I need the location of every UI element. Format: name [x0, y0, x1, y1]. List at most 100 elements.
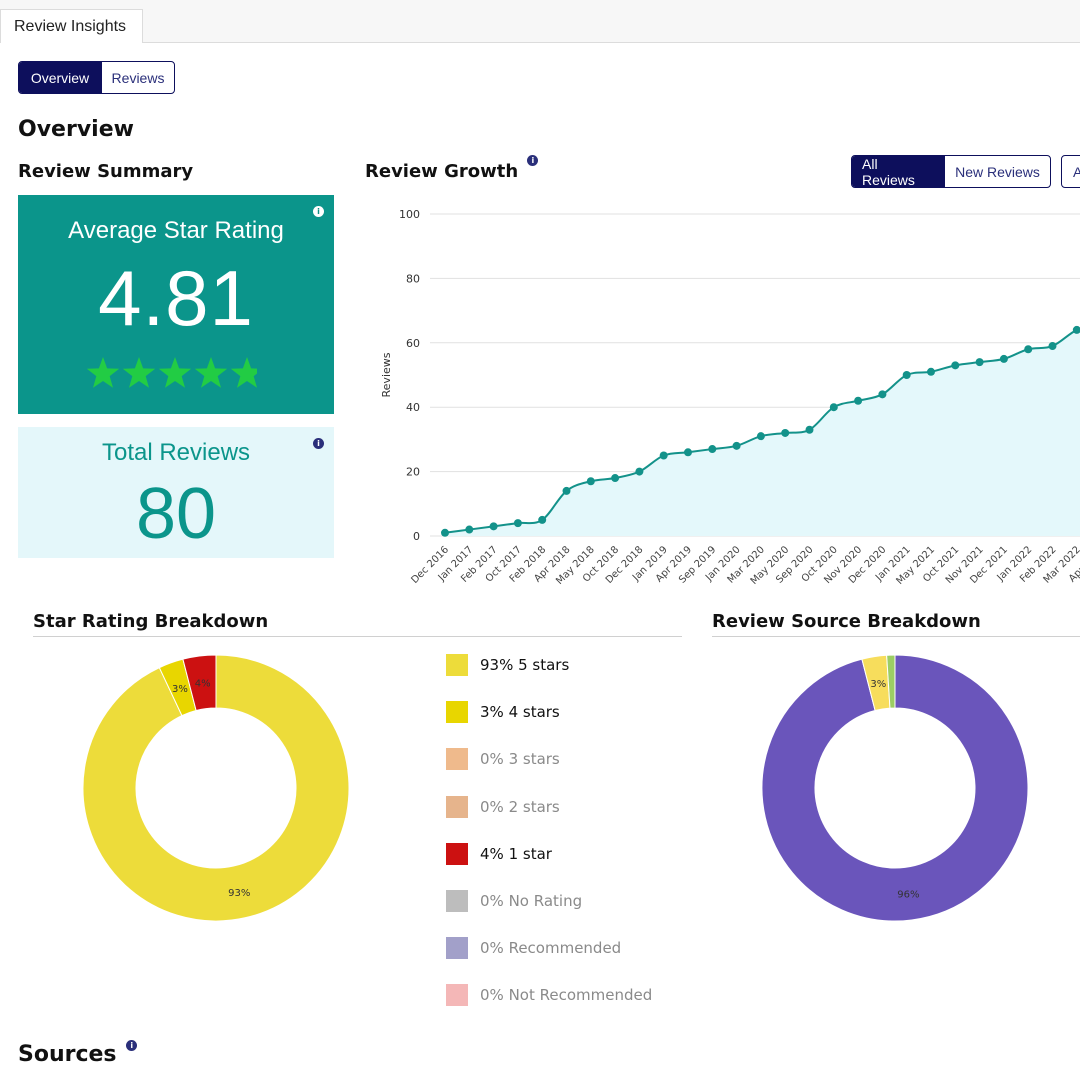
star-breakdown-title: Star Rating Breakdown — [33, 611, 269, 632]
star-icon — [122, 357, 156, 388]
y-tick-label: 40 — [406, 401, 420, 414]
data-point[interactable] — [441, 528, 449, 537]
star-rating-slice-label: 3% — [172, 684, 188, 695]
data-point[interactable] — [586, 477, 595, 486]
legend-item[interactable]: 0% 2 stars — [446, 795, 560, 818]
legend-item[interactable]: 93% 5 stars — [446, 654, 569, 676]
average-rating-label: Average Star Rating — [68, 217, 284, 244]
data-point[interactable] — [659, 451, 668, 460]
legend-item[interactable]: 0% Not Recommended — [446, 984, 653, 1007]
data-point[interactable] — [951, 361, 960, 370]
area-fill — [445, 328, 1080, 536]
legend-label: 0% 3 stars — [480, 750, 560, 769]
data-point[interactable] — [902, 371, 911, 379]
review-source-slice[interactable] — [761, 654, 1029, 922]
legend-swatch — [446, 748, 468, 771]
total-reviews-value: 80 — [135, 474, 217, 554]
legend-swatch — [446, 890, 468, 912]
review-growth-title-text: Review Growth — [365, 161, 519, 182]
data-point[interactable] — [1072, 325, 1080, 334]
sources-title-text: Sources — [18, 1042, 117, 1067]
star-rating-slice-label: 93% — [228, 888, 250, 899]
legend-swatch — [446, 842, 468, 865]
tab-strip: Review Insights — [0, 0, 1080, 43]
view-toggle: Overview Reviews — [18, 61, 175, 94]
star-rating-slice-label: 4% — [195, 678, 211, 689]
reviews-toggle-button[interactable]: Reviews — [101, 62, 174, 93]
sources-info-icon[interactable]: i — [126, 1040, 138, 1051]
star-icon — [230, 357, 262, 388]
third-toggle-button[interactable]: A — [1062, 156, 1080, 187]
tab-review-insights[interactable]: Review Insights — [0, 9, 143, 43]
data-point[interactable] — [465, 525, 474, 534]
data-point[interactable] — [1024, 345, 1033, 354]
y-tick-label: 80 — [406, 272, 420, 285]
total-reviews-card: i Total Reviews 80 — [18, 427, 334, 558]
review-source-slice-label: 96% — [897, 890, 919, 901]
star-breakdown-divider — [33, 636, 682, 637]
star-icon — [86, 357, 120, 388]
legend-item[interactable]: 0% No Rating — [446, 890, 582, 912]
average-rating-info-icon[interactable]: i — [313, 206, 324, 217]
review-growth-info-icon[interactable]: i — [527, 155, 539, 166]
legend-item[interactable]: 4% 1 star — [446, 842, 552, 865]
data-point[interactable] — [635, 467, 644, 476]
star-rating-donut: 93% 3% 4% — [82, 654, 350, 922]
y-tick-label: 60 — [406, 337, 420, 350]
legend-swatch — [446, 795, 468, 818]
review-summary-title: Review Summary — [18, 161, 194, 182]
legend-label: 0% No Rating — [480, 892, 583, 910]
total-reviews-info-icon[interactable]: i — [313, 438, 324, 449]
data-point[interactable] — [562, 486, 571, 495]
data-point[interactable] — [854, 396, 863, 405]
star-icon — [194, 357, 228, 388]
data-point[interactable] — [781, 428, 790, 437]
legend-item[interactable]: 0% Recommended — [446, 937, 622, 960]
data-point[interactable] — [829, 403, 838, 412]
data-point[interactable] — [611, 474, 620, 483]
data-point[interactable] — [975, 358, 984, 367]
data-point[interactable] — [513, 519, 522, 528]
data-point[interactable] — [927, 367, 935, 376]
y-tick-label: 0 — [413, 530, 420, 543]
star-rating-slice[interactable] — [182, 654, 217, 712]
star-rating-display — [86, 357, 262, 388]
new-reviews-toggle-button[interactable]: New Reviews — [944, 156, 1050, 187]
legend-swatch — [446, 984, 468, 1007]
all-reviews-toggle-button[interactable]: All Reviews — [852, 156, 944, 187]
total-reviews-label: Total Reviews — [101, 439, 251, 466]
data-point[interactable] — [805, 425, 814, 434]
data-point[interactable] — [708, 445, 717, 454]
legend-label: 4% 1 star — [480, 844, 552, 863]
legend-swatch — [446, 654, 468, 676]
data-point[interactable] — [1048, 342, 1057, 351]
review-growth-title: Review Growth i — [365, 155, 539, 182]
y-tick-label: 100 — [399, 208, 420, 221]
legend-item[interactable]: 0% 3 stars — [446, 748, 560, 771]
overview-toggle-button[interactable]: Overview — [19, 62, 101, 93]
data-point[interactable] — [538, 515, 547, 524]
y-tick-label: 20 — [406, 466, 420, 479]
legend-swatch — [446, 937, 468, 960]
data-point[interactable] — [999, 354, 1008, 363]
legend-label: 93% 5 stars — [480, 656, 570, 674]
y-axis-label: Reviews — [380, 352, 393, 397]
growth-toggle-extra: A — [1061, 155, 1080, 188]
data-point[interactable] — [489, 522, 498, 531]
data-point[interactable] — [756, 432, 765, 441]
legend-label: 3% 4 stars — [480, 703, 560, 722]
growth-toggle: All Reviews New Reviews — [851, 155, 1051, 188]
page-title: Overview — [18, 117, 134, 142]
legend-label: 0% Recommended — [480, 939, 622, 958]
data-point[interactable] — [878, 390, 887, 399]
review-source-slice[interactable] — [886, 654, 896, 709]
legend-item[interactable]: 3% 4 stars — [446, 701, 560, 724]
legend-label: 0% 2 stars — [480, 797, 560, 816]
average-rating-value: 4.81 — [98, 254, 254, 342]
star-icon — [158, 357, 192, 388]
data-point[interactable] — [732, 441, 741, 450]
legend-label: 0% Not Recommended — [480, 986, 653, 1005]
data-point[interactable] — [684, 448, 692, 457]
star-rating-slice[interactable] — [82, 654, 350, 922]
